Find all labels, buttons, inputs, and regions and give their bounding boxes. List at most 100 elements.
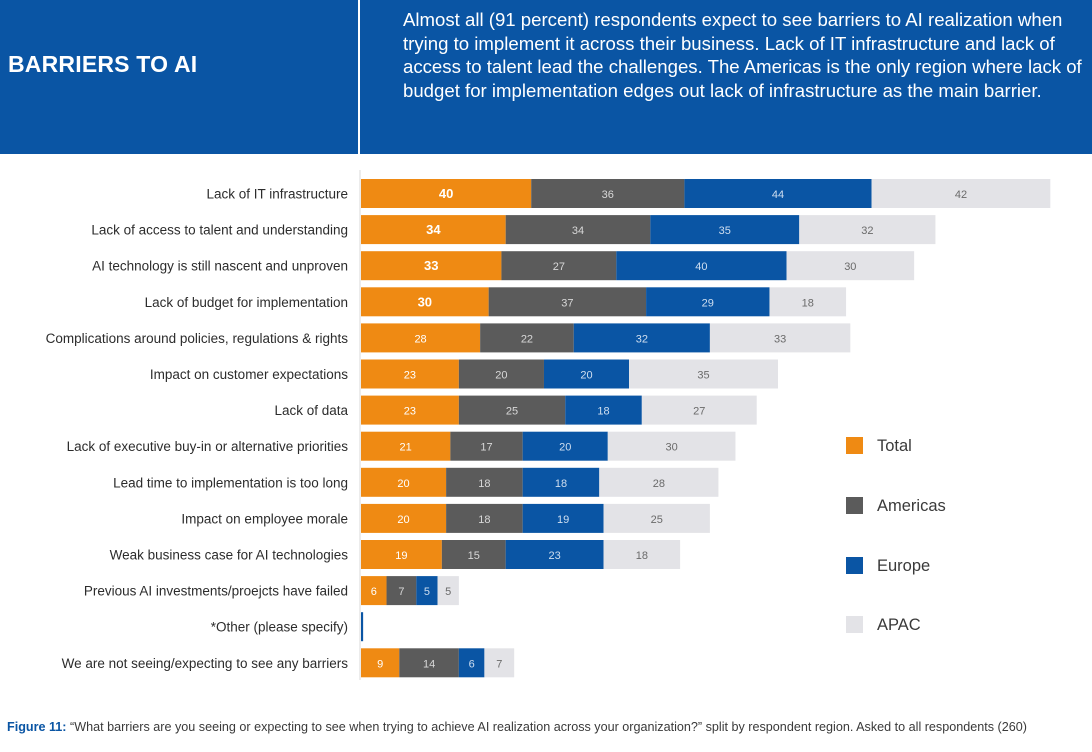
header-banner: BARRIERS TO AI Almost all (91 percent) r… bbox=[0, 0, 1092, 154]
category-label: AI technology is still nascent and unpro… bbox=[92, 259, 348, 274]
legend-label-total: Total bbox=[877, 437, 912, 455]
bar-total-segment bbox=[361, 359, 459, 389]
bar-europe-segment bbox=[505, 540, 604, 569]
data-label: 33 bbox=[424, 258, 438, 273]
bar-europe-segment bbox=[416, 576, 438, 606]
category-label: Lack of IT infrastructure bbox=[206, 187, 348, 202]
bar-apac-segment bbox=[709, 323, 851, 353]
bar-americas-segment bbox=[446, 503, 523, 533]
category-label: Lack of data bbox=[274, 403, 348, 418]
category-label: Complications around policies, regulatio… bbox=[46, 331, 349, 346]
data-label: 14 bbox=[423, 658, 435, 670]
bar-total-segment bbox=[361, 648, 400, 678]
data-label: 22 bbox=[521, 333, 533, 345]
data-label: 25 bbox=[651, 514, 663, 526]
bar-europe-segment bbox=[565, 395, 642, 425]
data-label: 23 bbox=[548, 550, 560, 562]
bar-apac-segment bbox=[607, 431, 736, 461]
bar-americas-segment bbox=[450, 431, 523, 461]
legend-swatch-europe bbox=[846, 557, 863, 574]
category-label: Previous AI investments/proejcts have fa… bbox=[84, 584, 348, 599]
bar-americas-segment bbox=[441, 540, 506, 569]
data-label: 35 bbox=[697, 370, 709, 382]
data-label: 34 bbox=[572, 225, 584, 237]
category-label: Impact on customer expectations bbox=[150, 367, 348, 382]
legend-label-apac: APAC bbox=[877, 616, 921, 634]
data-label: 25 bbox=[506, 406, 518, 418]
bar-europe-segment bbox=[522, 431, 608, 461]
category-label: Lack of access to talent and understandi… bbox=[91, 223, 348, 238]
category-label: *Other (please specify) bbox=[211, 620, 348, 635]
bar-apac-segment bbox=[786, 251, 915, 281]
bar-total-segment bbox=[361, 179, 532, 208]
bar-total-segment bbox=[361, 431, 451, 461]
data-label: 6 bbox=[469, 658, 475, 670]
data-label: 34 bbox=[426, 222, 441, 237]
bar-europe-segment bbox=[684, 179, 872, 208]
data-label: 5 bbox=[424, 586, 430, 598]
data-label: 18 bbox=[478, 478, 490, 490]
bar-total-segment bbox=[361, 467, 447, 497]
data-label: 23 bbox=[404, 370, 416, 382]
bar-americas-segment bbox=[501, 251, 617, 281]
bar-europe-segment bbox=[458, 648, 485, 678]
data-label: 7 bbox=[496, 658, 502, 670]
bar-americas-segment bbox=[399, 648, 459, 678]
data-label: 44 bbox=[772, 189, 784, 201]
bar-total-segment bbox=[361, 323, 481, 353]
page-title: BARRIERS TO AI bbox=[8, 51, 198, 77]
figure-caption-label: Figure 11: bbox=[7, 720, 67, 734]
data-label: 17 bbox=[480, 442, 492, 454]
figure-caption-text: “What barriers are you seeing or expecti… bbox=[66, 720, 1027, 734]
bar-apac-segment bbox=[629, 359, 778, 389]
bar-americas-segment bbox=[488, 287, 647, 317]
data-label: 19 bbox=[557, 514, 569, 526]
bar-americas-segment bbox=[531, 179, 685, 208]
bar-americas-segment bbox=[458, 395, 566, 425]
data-label: 27 bbox=[693, 406, 705, 418]
bar-americas-segment bbox=[480, 323, 574, 353]
data-label: 20 bbox=[580, 370, 592, 382]
bar-americas-segment bbox=[446, 467, 523, 497]
data-label: 18 bbox=[555, 478, 567, 490]
data-label: 18 bbox=[478, 514, 490, 526]
data-label: 20 bbox=[397, 514, 409, 526]
bar-apac-segment bbox=[871, 179, 1051, 208]
bar-europe-segment bbox=[573, 323, 710, 353]
legend-label-americas: Americas bbox=[877, 497, 946, 515]
legend-swatch-total bbox=[846, 437, 863, 454]
header-summary: Almost all (91 percent) respondents expe… bbox=[403, 9, 1082, 101]
bar-total-segment bbox=[361, 503, 447, 533]
bar-apac-segment bbox=[484, 648, 515, 678]
bar-apac-segment bbox=[603, 503, 710, 533]
category-label: Lack of executive buy-in or alternative … bbox=[67, 439, 349, 454]
data-label: 37 bbox=[561, 297, 573, 309]
data-label: 28 bbox=[414, 333, 426, 345]
data-label: 28 bbox=[653, 478, 665, 490]
bar-europe-segment bbox=[646, 287, 770, 317]
bar-total-segment bbox=[361, 395, 459, 425]
data-label: 20 bbox=[495, 370, 507, 382]
data-label: 18 bbox=[636, 550, 648, 562]
data-label: 27 bbox=[553, 261, 565, 273]
data-label: 6 bbox=[371, 586, 377, 598]
category-label: Lead time to implementation is too long bbox=[113, 475, 348, 490]
figure-caption: Figure 11: “What barriers are you seeing… bbox=[7, 719, 1087, 736]
bar-europe-segment bbox=[522, 467, 600, 497]
bar-europe-segment bbox=[650, 215, 800, 245]
bar-europe-segment bbox=[522, 503, 604, 533]
data-label: 18 bbox=[802, 297, 814, 309]
data-label: 35 bbox=[719, 225, 731, 237]
data-label: 30 bbox=[418, 294, 432, 309]
category-label: Weak business case for AI technologies bbox=[110, 548, 349, 563]
data-label: 21 bbox=[400, 442, 412, 454]
data-label: 20 bbox=[559, 442, 571, 454]
bar-americas-segment bbox=[458, 359, 544, 389]
data-label: 36 bbox=[602, 189, 614, 201]
data-label: 20 bbox=[397, 478, 409, 490]
data-label: 42 bbox=[955, 189, 967, 201]
legend-swatch-americas bbox=[846, 497, 863, 514]
bar-apac-segment bbox=[603, 540, 681, 569]
data-label: 29 bbox=[702, 297, 714, 309]
header-divider bbox=[358, 0, 360, 154]
